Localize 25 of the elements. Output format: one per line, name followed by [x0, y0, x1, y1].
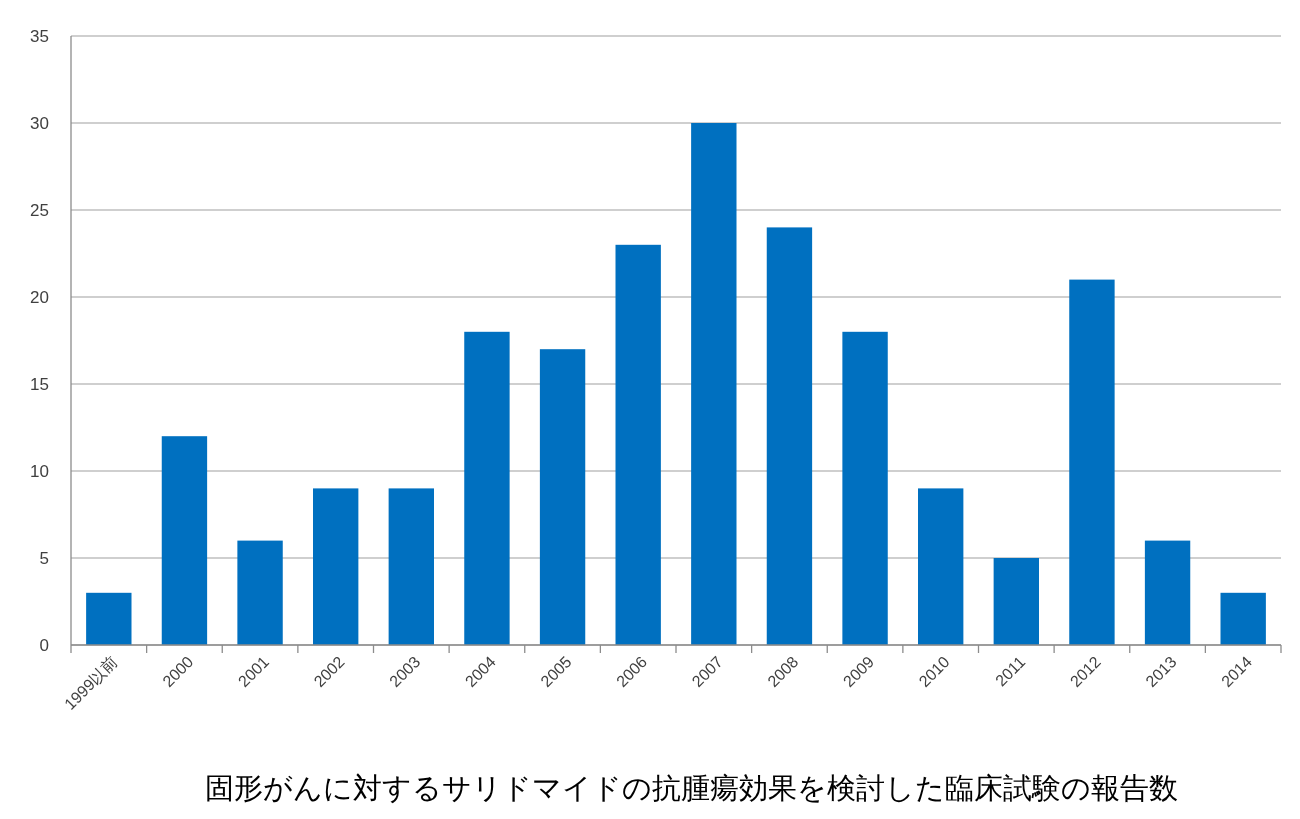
bar [464, 331, 510, 645]
bar [539, 349, 586, 645]
bar [86, 592, 132, 645]
y-tick-label: 5 [39, 548, 49, 568]
text: 固形がんに対するサリドマイドの抗腫瘍効果を検討した臨床試験の報告数 [204, 772, 1178, 804]
y-tick-label: 0 [39, 635, 49, 655]
y-tick-label: 35 [30, 26, 49, 46]
bar [691, 123, 737, 645]
y-tick-label: 10 [30, 461, 49, 481]
y-tick-label: 30 [30, 113, 49, 133]
y-tick-label: 15 [30, 374, 49, 394]
bar [313, 488, 359, 645]
bar [1220, 592, 1266, 645]
bar [918, 488, 964, 645]
y-tick-label: 20 [30, 287, 49, 307]
bar [237, 540, 283, 645]
bar [993, 558, 1039, 645]
bar [615, 244, 661, 645]
bar [1144, 540, 1191, 645]
bar [388, 488, 434, 645]
bar [842, 331, 888, 645]
y-tick-label: 25 [30, 200, 49, 220]
bar [1069, 279, 1115, 645]
bar [766, 227, 813, 645]
bar [161, 436, 208, 645]
